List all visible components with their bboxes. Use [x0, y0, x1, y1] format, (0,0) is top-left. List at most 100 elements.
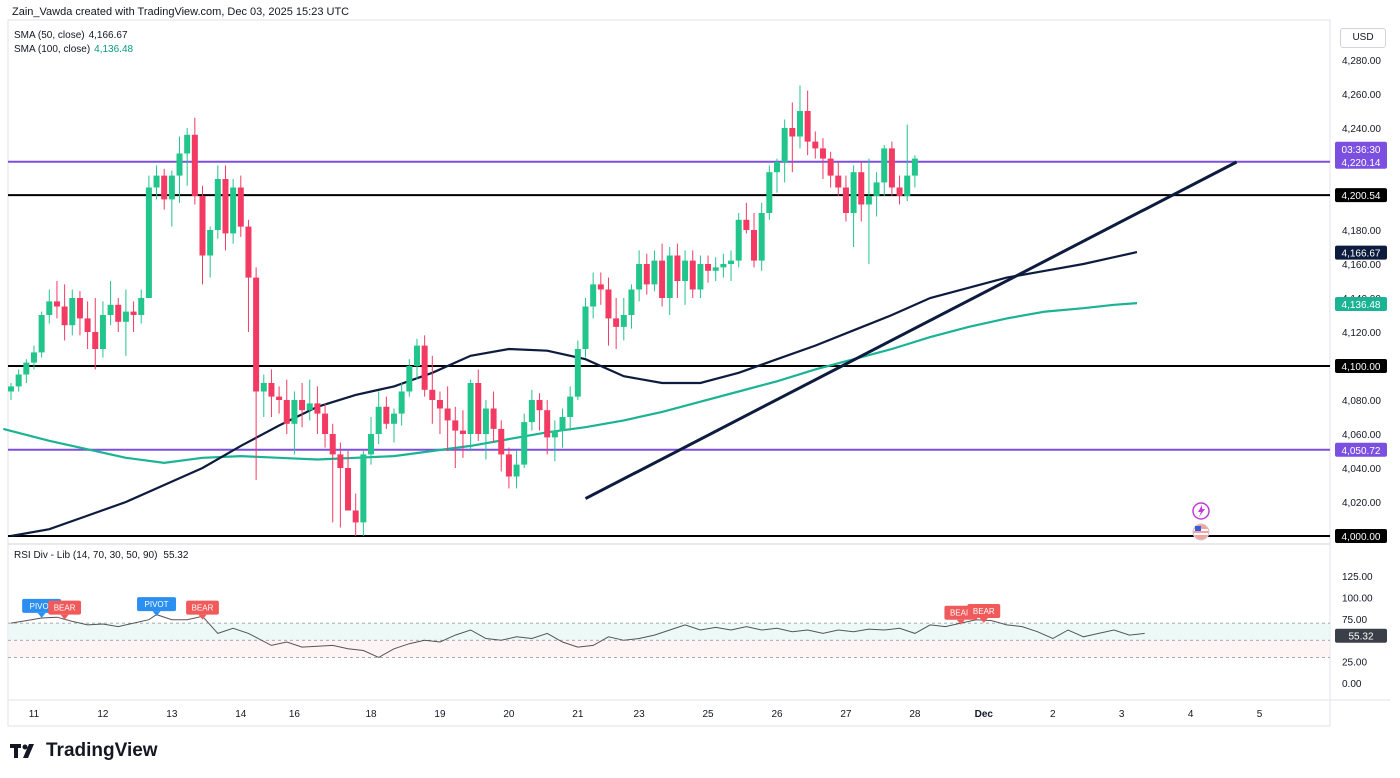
candle[interactable] [774, 162, 780, 173]
candle[interactable] [712, 267, 719, 271]
candle[interactable] [873, 182, 880, 196]
candle[interactable] [230, 187, 237, 234]
candle[interactable] [643, 264, 650, 285]
bear-marker[interactable] [967, 604, 1001, 619]
candle[interactable] [268, 383, 275, 397]
candle[interactable] [406, 366, 413, 392]
candle[interactable] [191, 134, 198, 196]
candle[interactable] [436, 400, 443, 409]
candle[interactable] [30, 352, 37, 363]
level-price-badge[interactable] [1335, 359, 1387, 373]
current-price-badge[interactable] [1335, 141, 1387, 169]
candle[interactable] [636, 264, 643, 290]
candle[interactable] [337, 454, 344, 468]
candle[interactable] [613, 318, 620, 327]
candle[interactable] [904, 175, 911, 196]
candle[interactable] [865, 196, 872, 205]
rsi-value-badge[interactable] [1335, 628, 1387, 643]
candle[interactable] [145, 187, 152, 299]
candle[interactable] [682, 260, 689, 281]
candle[interactable] [314, 403, 321, 414]
candle[interactable] [827, 158, 834, 176]
candle[interactable] [490, 408, 497, 429]
candle[interactable] [383, 406, 390, 424]
candle[interactable] [322, 413, 329, 434]
candle[interactable] [842, 187, 849, 214]
candle[interactable] [896, 187, 903, 197]
candle[interactable] [444, 408, 451, 421]
candle[interactable] [659, 260, 666, 298]
candle[interactable] [888, 148, 895, 188]
sma50-line[interactable] [10, 251, 1138, 538]
candle[interactable] [766, 172, 773, 213]
candle[interactable] [115, 304, 122, 322]
candle[interactable] [835, 175, 842, 188]
candle[interactable] [498, 428, 505, 455]
candle[interactable] [398, 391, 405, 414]
candle[interactable] [276, 396, 283, 400]
candle[interactable] [475, 383, 482, 434]
candle[interactable] [413, 345, 420, 366]
candle[interactable] [391, 413, 397, 424]
candle[interactable] [237, 187, 244, 227]
candle[interactable] [521, 422, 528, 465]
candle[interactable] [559, 417, 566, 431]
candle[interactable] [8, 386, 14, 392]
candle[interactable] [122, 311, 129, 322]
candle[interactable] [99, 315, 106, 349]
candle[interactable] [482, 408, 489, 435]
candle[interactable] [130, 311, 137, 315]
candle[interactable] [881, 148, 888, 183]
legend-sma100[interactable]: SMA (100, close) 4,136.48 [14, 44, 133, 55]
candle[interactable] [674, 255, 681, 282]
candle[interactable] [207, 230, 214, 256]
candle[interactable] [567, 396, 574, 417]
candle[interactable] [214, 179, 221, 230]
candle[interactable] [253, 277, 260, 392]
candle[interactable] [176, 153, 183, 176]
currency-button[interactable]: USD [1340, 28, 1386, 48]
bear-marker[interactable] [48, 600, 82, 615]
candle[interactable] [23, 362, 30, 375]
sma100-line[interactable] [3, 302, 1138, 465]
candle[interactable] [850, 172, 857, 213]
candle[interactable] [245, 226, 252, 278]
candle[interactable] [15, 374, 22, 387]
candle[interactable] [590, 284, 597, 307]
candle[interactable] [76, 298, 83, 319]
candle[interactable] [804, 111, 811, 142]
candle[interactable] [329, 434, 336, 455]
candle[interactable] [513, 464, 520, 477]
candle[interactable] [61, 306, 68, 326]
candle[interactable] [260, 383, 267, 392]
candle[interactable] [728, 260, 735, 264]
candle[interactable] [368, 434, 375, 455]
candle[interactable] [689, 260, 696, 290]
candle[interactable] [222, 179, 229, 234]
candle[interactable] [758, 213, 765, 261]
candle[interactable] [551, 430, 558, 438]
candle[interactable] [69, 298, 76, 326]
rsi-line[interactable] [10, 614, 1145, 658]
level-price-badge[interactable] [1335, 188, 1387, 203]
candle[interactable] [536, 400, 543, 411]
candle[interactable] [345, 468, 352, 511]
candle[interactable] [597, 284, 604, 290]
candle[interactable] [528, 400, 535, 423]
candle[interactable] [421, 345, 428, 390]
candle[interactable] [697, 264, 704, 290]
candle[interactable] [628, 289, 635, 316]
candle[interactable] [781, 128, 788, 162]
candle[interactable] [620, 315, 627, 327]
candle[interactable] [743, 219, 750, 230]
candle[interactable] [544, 410, 551, 438]
candle[interactable] [168, 175, 175, 200]
candle[interactable] [452, 420, 459, 431]
candle[interactable] [92, 332, 99, 349]
pivot-marker[interactable] [137, 597, 177, 612]
candle[interactable] [184, 134, 191, 154]
candle[interactable] [574, 349, 581, 397]
candle[interactable] [153, 175, 160, 188]
legend-sma50[interactable]: SMA (50, close) 4,166.67 [14, 30, 128, 41]
